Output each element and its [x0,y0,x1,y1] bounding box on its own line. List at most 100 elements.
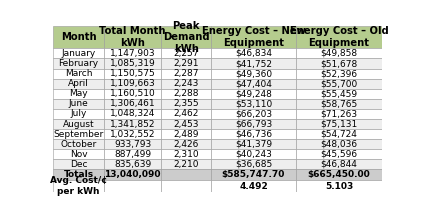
Text: 2,489: 2,489 [173,130,199,139]
Text: September: September [53,130,103,139]
Text: $49,248: $49,248 [235,89,272,98]
Text: $665,450.00: $665,450.00 [307,170,370,179]
Bar [53,139,104,149]
Bar [211,180,296,192]
Text: $66,203: $66,203 [235,110,272,118]
Text: 2,257: 2,257 [173,49,199,58]
Bar [104,89,162,99]
Bar [211,109,296,119]
Bar [162,109,211,119]
Bar [211,79,296,89]
Bar [162,180,211,192]
Bar [104,59,162,68]
Text: May: May [69,89,88,98]
Bar [162,68,211,79]
Text: 1,048,324: 1,048,324 [110,110,155,118]
Bar [211,159,296,170]
Bar [162,79,211,89]
Text: 2,453: 2,453 [173,119,199,129]
Text: Total Month
kWh: Total Month kWh [100,26,166,48]
Text: Peak
Demand
kWh: Peak Demand kWh [163,21,209,54]
Bar [211,170,296,180]
Bar [211,149,296,159]
Bar [211,26,296,48]
Bar [53,89,104,99]
Bar [296,129,382,139]
Text: October: October [60,140,97,149]
Bar [104,99,162,109]
Bar [53,99,104,109]
Bar [104,170,162,180]
Bar [53,170,104,180]
Bar [296,99,382,109]
Text: 5.103: 5.103 [325,181,353,191]
Bar [104,129,162,139]
Bar [296,139,382,149]
Text: $55,459: $55,459 [320,89,357,98]
Bar [296,89,382,99]
Bar [296,48,382,59]
Bar [296,170,382,180]
Bar [211,68,296,79]
Text: 887,499: 887,499 [114,150,151,159]
Text: August: August [63,119,94,129]
Text: $46,834: $46,834 [235,49,272,58]
Text: $58,765: $58,765 [320,99,357,108]
Bar [104,26,162,48]
Text: $585,747.70: $585,747.70 [222,170,285,179]
Bar [104,68,162,79]
Text: $41,752: $41,752 [235,59,272,68]
Text: $52,396: $52,396 [320,69,357,78]
Text: Energy Cost – Old
Equipment: Energy Cost – Old Equipment [290,26,388,48]
Text: $40,243: $40,243 [235,150,272,159]
Text: $46,736: $46,736 [235,130,272,139]
Bar [162,129,211,139]
Bar [296,159,382,170]
Text: Dec: Dec [70,160,87,169]
Bar [162,119,211,129]
Bar [211,99,296,109]
Text: 2,291: 2,291 [173,59,199,68]
Text: $54,724: $54,724 [321,130,357,139]
Text: 1,341,852: 1,341,852 [110,119,156,129]
Text: Nov: Nov [70,150,87,159]
Text: July: July [70,110,86,118]
Bar [296,26,382,48]
Text: 1,147,903: 1,147,903 [110,49,156,58]
Text: 2,210: 2,210 [173,160,199,169]
Bar [53,48,104,59]
Bar [296,68,382,79]
Text: $66,793: $66,793 [235,119,272,129]
Bar [211,129,296,139]
Bar [53,68,104,79]
Text: January: January [61,49,95,58]
Bar [162,99,211,109]
Text: 2,426: 2,426 [173,140,199,149]
Text: Month: Month [61,32,96,42]
Text: February: February [59,59,98,68]
Text: 2,462: 2,462 [173,110,199,118]
Text: 1,150,575: 1,150,575 [110,69,156,78]
Text: 1,160,510: 1,160,510 [110,89,156,98]
Bar [104,149,162,159]
Bar [211,139,296,149]
Text: 2,288: 2,288 [173,89,199,98]
Text: 2,287: 2,287 [173,69,199,78]
Bar [162,26,211,48]
Text: 835,639: 835,639 [114,160,151,169]
Bar [53,59,104,68]
Text: 933,793: 933,793 [114,140,151,149]
Bar [296,180,382,192]
Bar [53,159,104,170]
Text: 4.492: 4.492 [239,181,268,191]
Bar [104,119,162,129]
Text: $36,685: $36,685 [235,160,272,169]
Text: 13,040,090: 13,040,090 [104,170,161,179]
Bar [104,109,162,119]
Text: $49,858: $49,858 [320,49,357,58]
Text: $55,700: $55,700 [320,79,357,88]
Bar [53,180,104,192]
Text: $71,263: $71,263 [320,110,357,118]
Bar [104,48,162,59]
Bar [211,48,296,59]
